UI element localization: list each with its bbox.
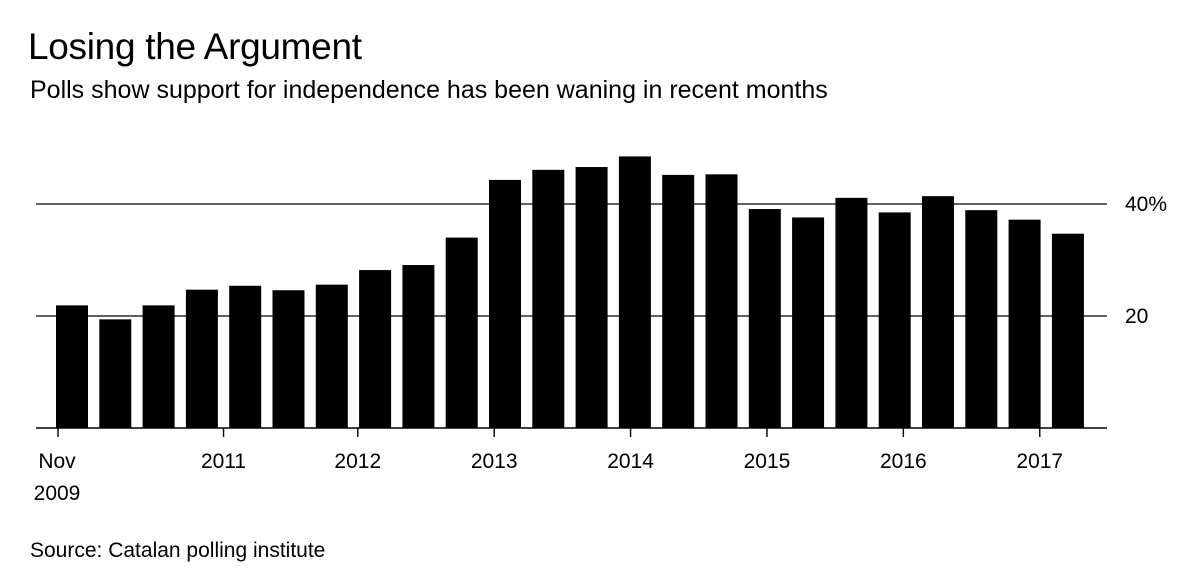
bar-4 — [229, 285, 262, 428]
bar-18 — [835, 197, 868, 428]
bar-21 — [965, 210, 998, 428]
chart-subtitle: Polls show support for independence has … — [30, 76, 828, 104]
bar-16 — [748, 209, 781, 428]
chart-title: Losing the Argument — [28, 26, 362, 67]
bar-14 — [662, 174, 695, 428]
bar-6 — [315, 284, 348, 428]
bar-1 — [99, 319, 132, 428]
x-tick-label-year: 2009 — [34, 482, 81, 505]
bar-22 — [1008, 219, 1041, 428]
bars — [56, 156, 1084, 429]
bar-11 — [532, 169, 565, 428]
bar-0 — [56, 305, 88, 428]
x-tick-label: Nov — [38, 450, 76, 473]
bar-7 — [359, 270, 392, 428]
source-note: Source: Catalan polling institute — [30, 539, 326, 562]
x-tick-label: 2016 — [880, 450, 927, 473]
bar-8 — [402, 265, 435, 428]
x-axis: Nov 2009 2011 2012 2013 2014 2015 2016 2017 — [34, 427, 1107, 505]
y-tick-label: 20 — [1125, 305, 1148, 328]
bar-5 — [272, 290, 305, 428]
bar-23 — [1051, 233, 1084, 428]
x-tick-label: 2015 — [744, 450, 791, 473]
bar-12 — [575, 167, 608, 429]
x-tick-label: 2011 — [201, 450, 246, 473]
x-tick-label: 2014 — [607, 450, 654, 473]
y-tick-label: 40% — [1125, 193, 1167, 216]
bar-19 — [878, 212, 911, 428]
bar-17 — [792, 217, 825, 428]
y-tick-labels: 20 40% — [1125, 193, 1167, 328]
bar-3 — [185, 289, 218, 428]
x-tick-label: 2013 — [471, 450, 518, 473]
bar-15 — [705, 174, 738, 428]
x-tick-label: 2017 — [1016, 450, 1063, 473]
bar-13 — [618, 156, 651, 428]
x-tick-label: 2012 — [334, 450, 381, 473]
bar-9 — [445, 237, 478, 428]
bar-2 — [142, 305, 175, 428]
bar-10 — [489, 179, 521, 428]
bar-20 — [922, 196, 954, 428]
